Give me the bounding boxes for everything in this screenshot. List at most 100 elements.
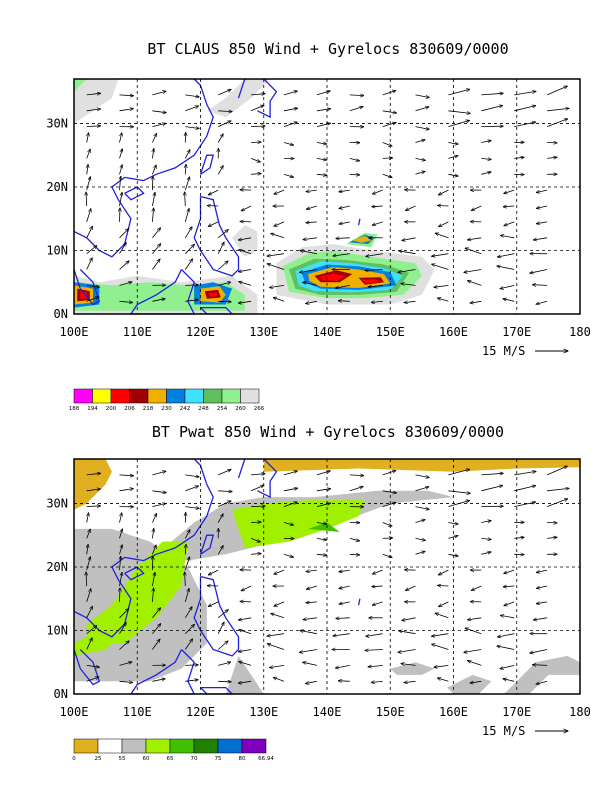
wind-vector: [251, 94, 265, 95]
wind-vector: [533, 665, 548, 666]
wind-vector: [119, 572, 123, 587]
wind-vector: [86, 626, 97, 635]
wind-vector: [238, 649, 252, 652]
wind-vector: [217, 610, 228, 619]
colorbar-label: 254: [217, 406, 228, 412]
wind-vector: [267, 633, 285, 636]
x-tick-label: 120E: [186, 705, 215, 719]
wind-vector: [86, 589, 91, 603]
wind-vector: [514, 471, 536, 476]
wind-vector: [382, 123, 396, 127]
vector-key-label: 15 M/S: [482, 724, 525, 738]
wind-vector: [251, 474, 265, 475]
wind-vector: [283, 502, 297, 507]
wind-vector: [250, 538, 260, 542]
wind-vector: [152, 192, 155, 207]
wind-vector: [217, 546, 223, 555]
wind-vector: [448, 500, 469, 507]
x-tick-label: 180: [569, 705, 591, 719]
wind-vector: [86, 677, 99, 682]
wind-vector: [448, 536, 458, 539]
wind-vector: [217, 230, 228, 239]
wind-vector: [481, 158, 491, 159]
wind-vector: [349, 107, 363, 112]
wind-vector: [533, 617, 548, 620]
coastline-segment: [73, 458, 214, 638]
wind-vector: [185, 665, 198, 666]
wind-vector: [152, 513, 156, 523]
wind-vector: [86, 572, 87, 587]
wind-vector: [251, 142, 261, 143]
wind-vector: [438, 206, 449, 207]
wind-vector: [184, 227, 192, 239]
wind-vector: [448, 490, 470, 494]
wind-vector: [119, 529, 123, 539]
colorbar-swatch: [217, 738, 243, 754]
wind-vectors: [86, 466, 569, 684]
wind-vector: [240, 221, 252, 222]
colorbar-swatch: [97, 738, 123, 754]
wind-vector: [271, 233, 285, 239]
wind-vector: [415, 107, 429, 112]
y-tick-label: 20N: [46, 180, 68, 194]
wind-vector: [267, 253, 285, 256]
x-tick-label: 110E: [123, 705, 152, 719]
wind-vector: [86, 126, 101, 127]
wind-vector: [503, 586, 515, 587]
wind-vector: [119, 133, 122, 143]
wind-vector: [339, 205, 350, 209]
wind-vector: [365, 650, 383, 651]
colorbar-label: 80: [239, 756, 246, 762]
wind-vector: [239, 250, 252, 255]
colorbar-swatch: [241, 738, 267, 754]
wind-vector: [503, 679, 515, 682]
wind-vector: [241, 585, 252, 591]
wind-vector: [185, 106, 198, 112]
wind-vector: [300, 631, 317, 635]
wind-vector: [184, 530, 190, 539]
wind-vector: [415, 158, 426, 160]
wind-vector: [382, 522, 392, 527]
wind-vector: [238, 269, 252, 272]
colorbar-label: 230: [161, 406, 172, 412]
colorbar: 188 194 200 206 218 230 242 248 254 260 266: [69, 388, 265, 412]
wind-vector: [185, 486, 198, 492]
wind-vector: [184, 259, 192, 270]
pwat-region: [74, 459, 112, 510]
cloud-region: [352, 235, 372, 243]
wind-vector: [504, 569, 515, 573]
wind-vector: [468, 617, 482, 620]
wind-vector: [86, 638, 93, 650]
coastline-segment: [357, 218, 361, 226]
wind-vector: [415, 551, 426, 555]
wind-vector: [119, 229, 129, 239]
wind-vector: [274, 221, 285, 226]
wind-vector: [218, 301, 231, 302]
wind-vector: [448, 523, 458, 525]
wind-vector: [218, 662, 231, 666]
wind-vector: [218, 121, 231, 127]
wind-vector: [432, 633, 449, 637]
wind-vector: [333, 633, 350, 636]
wind-vector: [120, 588, 121, 602]
wind-vector: [306, 602, 317, 603]
wind-vector: [448, 469, 469, 476]
wind-vector: [119, 609, 129, 619]
colorbar-label: 66.94: [258, 756, 274, 762]
wind-vector: [439, 221, 449, 227]
wind-vector: [306, 205, 318, 209]
wind-vector: [283, 553, 294, 557]
colorbar-label: 0: [72, 756, 76, 762]
wind-vector: [382, 471, 396, 476]
x-tick-label: 110E: [123, 325, 152, 339]
wind-vector: [270, 285, 285, 287]
wind-vector: [119, 513, 122, 523]
wind-vector: [546, 499, 568, 507]
wind-vector: [185, 544, 186, 555]
wind-vector: [481, 552, 491, 555]
y-tick-label: 0N: [54, 307, 68, 321]
wind-vector: [185, 127, 199, 129]
wind-vector: [500, 285, 515, 288]
wind-vector: [86, 93, 101, 95]
wind-vector: [303, 618, 317, 620]
